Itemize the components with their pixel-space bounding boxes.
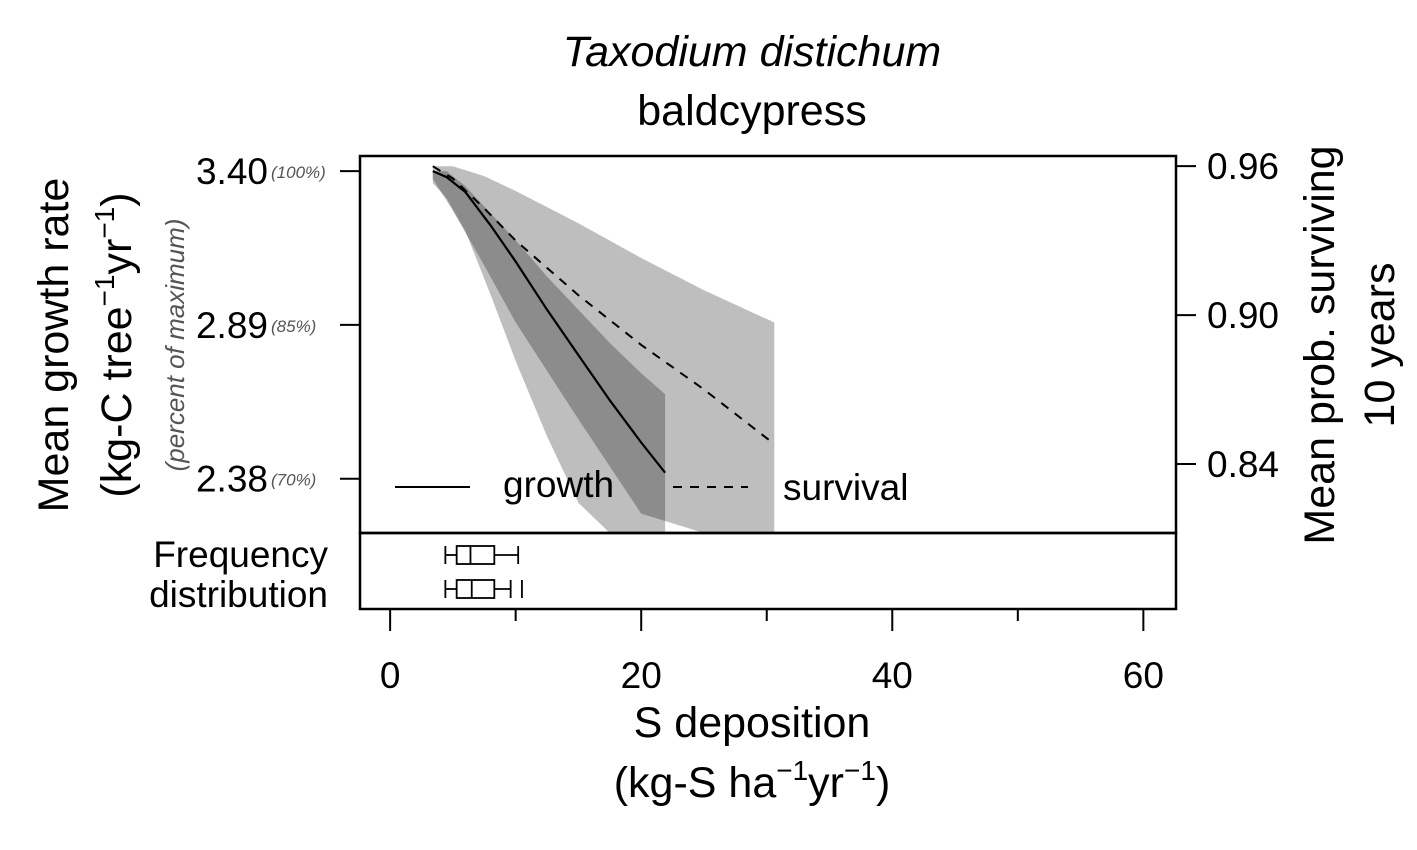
x-axis-units: (kg-S ha−1yr−1) bbox=[614, 755, 891, 807]
y-axis-left-units: (kg-C tree−1yr−1) bbox=[89, 192, 141, 497]
x-axis-title: S deposition bbox=[634, 699, 871, 747]
legend-survival-label: survival bbox=[783, 467, 908, 508]
y-axis-right-subtitle: 10 years bbox=[1356, 263, 1404, 428]
y-left-tick-label: 3.40 bbox=[196, 151, 268, 192]
y-axis-left-title: Mean growth rate bbox=[30, 178, 78, 513]
y-left-tick-percent: (70%) bbox=[271, 471, 316, 490]
y-axis-left-note: (percent of maximum) bbox=[160, 219, 190, 472]
frequency-label-line2: distribution bbox=[149, 574, 328, 615]
x-tick-label: 40 bbox=[872, 655, 913, 696]
growth-box bbox=[455, 545, 496, 565]
legend-growth-label: growth bbox=[503, 464, 614, 505]
confidence-bands bbox=[432, 166, 775, 533]
x-tick-label: 0 bbox=[380, 655, 401, 696]
x-tick-label: 60 bbox=[1123, 655, 1164, 696]
y-axis-right: 0.96 0.90 0.84 bbox=[1176, 146, 1279, 485]
legend: growth survival bbox=[395, 464, 908, 508]
chart-subtitle: baldcypress bbox=[637, 87, 866, 135]
chart-title: Taxodium distichum bbox=[563, 28, 941, 76]
y-left-tick-percent: (85%) bbox=[271, 317, 316, 336]
y-left-tick-label: 2.89 bbox=[196, 305, 268, 346]
y-right-tick-label: 0.84 bbox=[1207, 444, 1279, 485]
growth-line bbox=[432, 170, 666, 474]
y-axis-left: 3.40 (100%) 2.89 (85%) 2.38 (70%) bbox=[196, 151, 360, 500]
series-lines bbox=[432, 165, 775, 474]
frequency-label-line1: Frequency bbox=[153, 534, 328, 575]
growth-boxplot bbox=[444, 545, 520, 565]
y-left-tick-label: 2.38 bbox=[196, 459, 268, 500]
y-right-tick-label: 0.90 bbox=[1207, 295, 1279, 336]
y-axis-right-title: Mean prob. surviving bbox=[1296, 145, 1344, 544]
growth-ci-band-overlap bbox=[432, 171, 666, 533]
x-axis: 0 20 40 60 bbox=[380, 609, 1164, 696]
frequency-boxplots bbox=[444, 545, 523, 599]
survival-boxplot bbox=[444, 579, 523, 599]
survival-box bbox=[455, 579, 496, 599]
y-left-tick-percent: (100%) bbox=[271, 163, 326, 182]
survival-line bbox=[432, 165, 775, 445]
y-right-tick-label: 0.96 bbox=[1207, 146, 1279, 187]
x-tick-label: 20 bbox=[621, 655, 662, 696]
frequency-panel-frame bbox=[358, 531, 1178, 611]
